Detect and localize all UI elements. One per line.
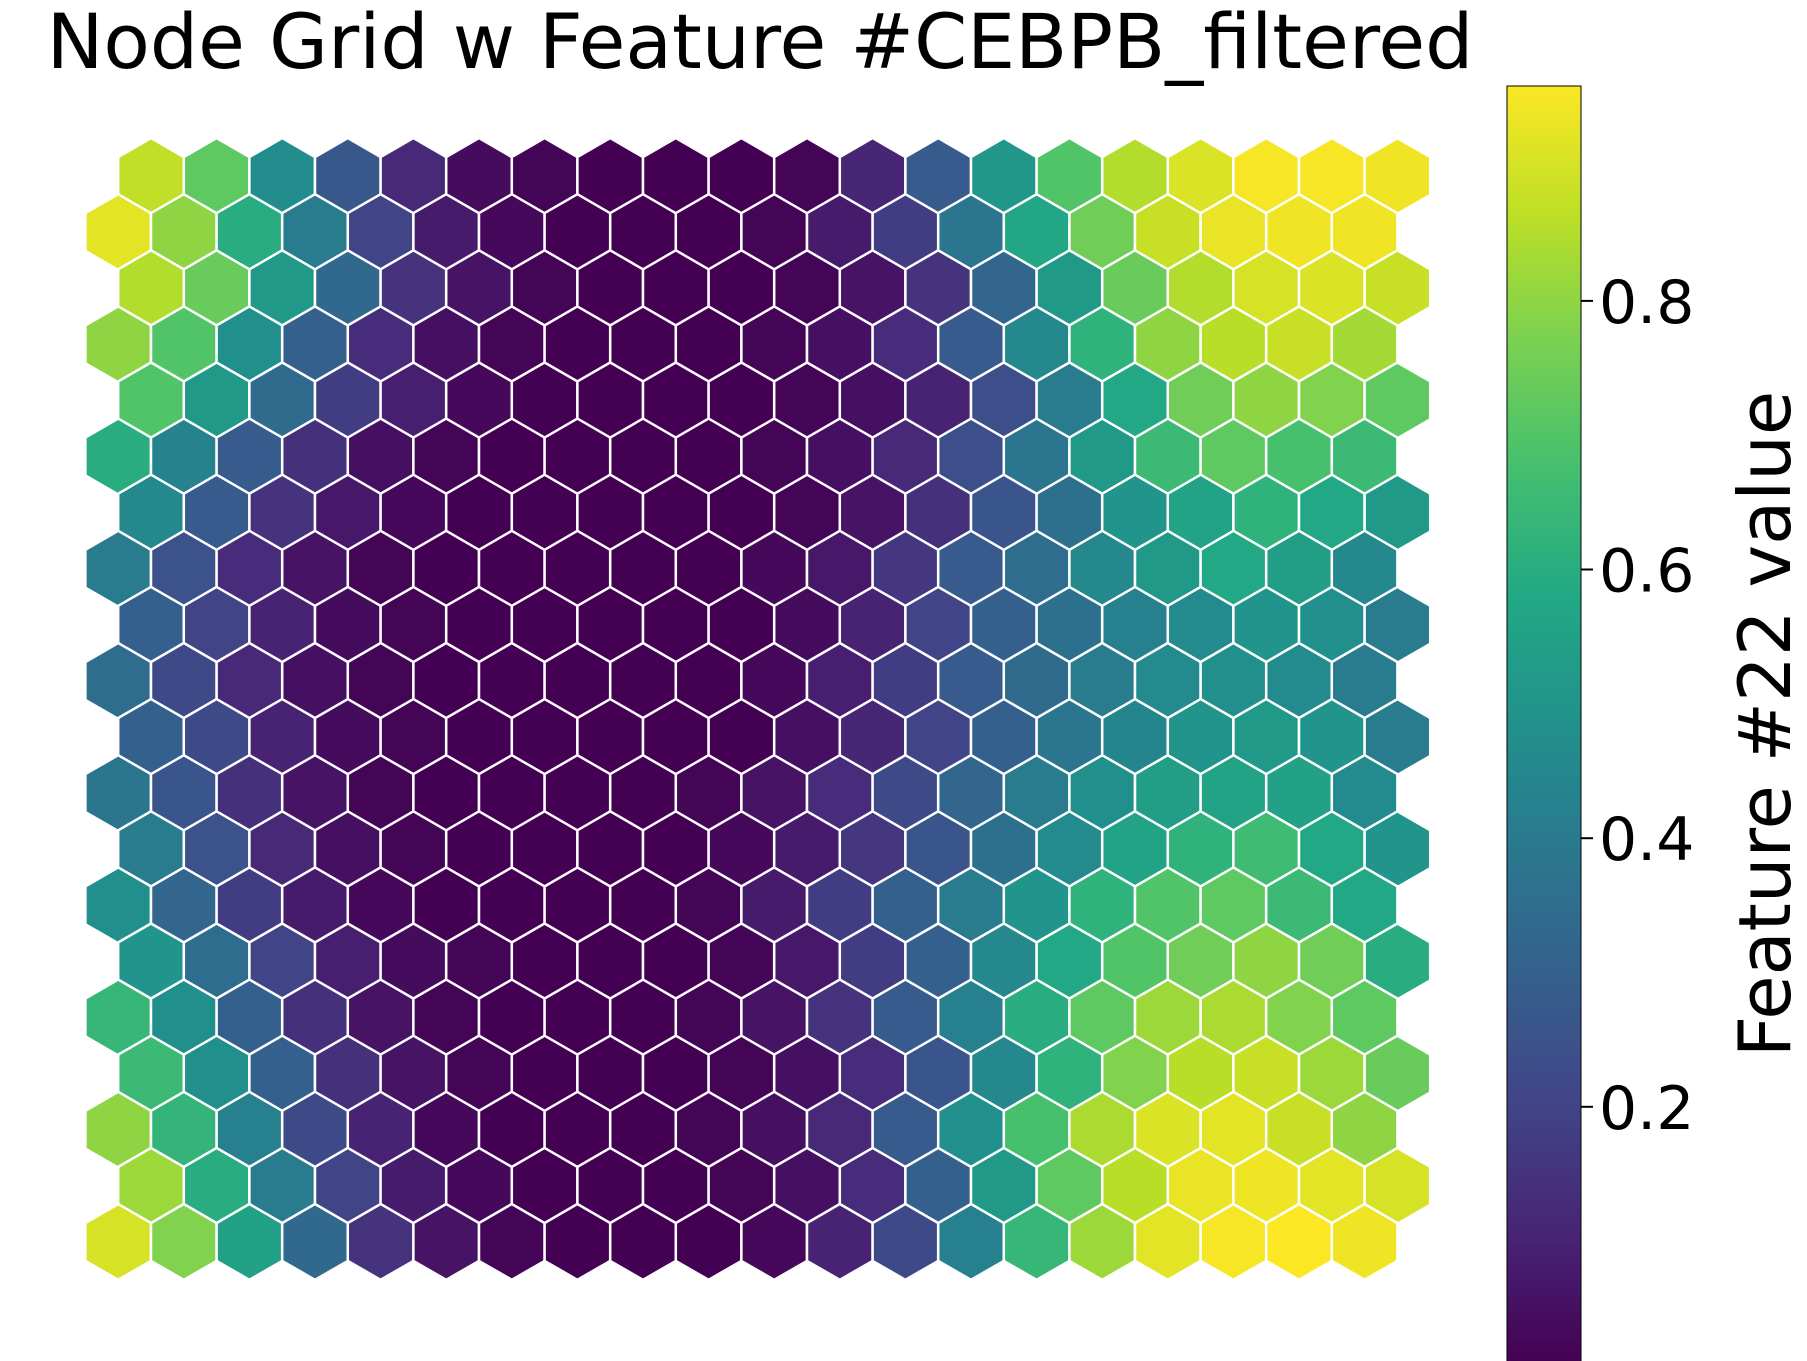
chart-title: Node Grid w Feature #CEBPB_filtered — [47, 0, 1474, 86]
colorbar-label: Feature #22 value — [1723, 391, 1807, 1057]
colorbar-tick-label: 0.4 — [1599, 805, 1694, 875]
colorbar-ticks: 0.2 0.4 0.6 0.8 — [1581, 268, 1694, 1144]
colorbar — [1506, 85, 1582, 1361]
colorbar-tick-label: 0.8 — [1599, 268, 1694, 338]
hex-cells — [84, 136, 1432, 1282]
hex-cell-r19-c19 — [1330, 1202, 1399, 1282]
colorbar-tick-label: 0.6 — [1599, 537, 1694, 607]
colorbar-tick-label: 0.2 — [1599, 1074, 1694, 1144]
